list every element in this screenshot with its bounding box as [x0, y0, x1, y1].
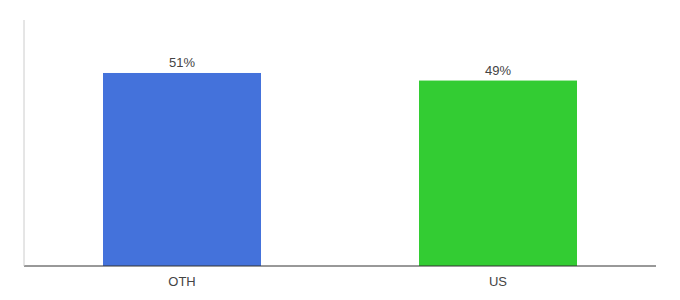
data-label: 51% — [169, 55, 195, 70]
x-axis-line — [24, 266, 656, 267]
x-tick-label: OTH — [168, 274, 195, 289]
bar — [419, 81, 577, 266]
plot-area — [103, 73, 577, 266]
chart-svg: OTH US 51% 49% — [0, 0, 680, 300]
chart-container: OTH US 51% 49% — [0, 0, 680, 300]
bar — [103, 73, 261, 266]
y-axis-line — [24, 20, 25, 266]
data-label: 49% — [485, 63, 511, 78]
x-tick-label: US — [489, 274, 507, 289]
